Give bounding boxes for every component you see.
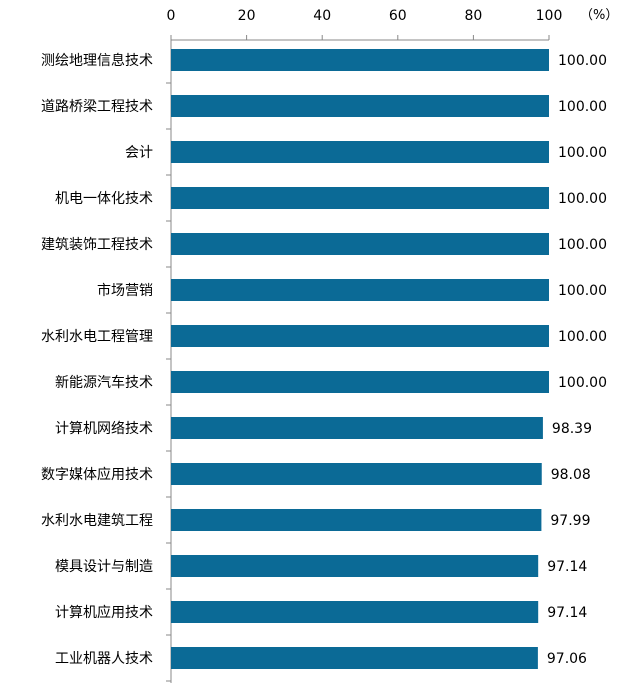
bar — [171, 95, 549, 117]
category-label: 计算机网络技术 — [55, 421, 153, 437]
x-tick-label: 40 — [313, 8, 331, 24]
bar — [171, 187, 549, 209]
category-label: 道路桥梁工程技术 — [41, 99, 153, 115]
category-label: 模具设计与制造 — [55, 559, 153, 575]
data-label: 100.00 — [558, 53, 607, 69]
x-tick-label: 100 — [536, 8, 563, 24]
bar — [171, 325, 549, 347]
data-label: 97.06 — [547, 651, 587, 667]
x-axis-unit-label: （%） — [580, 8, 618, 23]
bar — [171, 647, 538, 669]
bar — [171, 509, 542, 531]
category-label: 计算机应用技术 — [55, 604, 153, 621]
data-label: 97.14 — [547, 605, 587, 621]
category-label: 数字媒体应用技术 — [41, 466, 153, 483]
x-ticks: 0 20 40 60 80 100 — [167, 8, 563, 40]
y-ticks — [166, 82, 171, 682]
category-label: 市场营销 — [97, 282, 153, 299]
data-label: 98.08 — [551, 467, 591, 483]
data-label: 100.00 — [558, 283, 607, 299]
x-tick-label: 80 — [464, 8, 482, 24]
x-axis: 0 20 40 60 80 100 （%） — [167, 8, 618, 41]
category-label: 水利水电建筑工程 — [41, 513, 153, 529]
data-label: 100.00 — [558, 145, 607, 161]
bar — [171, 555, 539, 577]
category-label: 工业机器人技术 — [55, 651, 153, 667]
data-label: 100.00 — [558, 329, 607, 345]
data-label: 98.39 — [552, 421, 592, 437]
data-label: 100.00 — [558, 237, 607, 253]
data-label: 100.00 — [558, 191, 607, 207]
data-label: 100.00 — [558, 375, 607, 391]
bar — [171, 49, 549, 71]
bar — [171, 417, 543, 439]
category-label: 会计 — [125, 145, 153, 161]
bar — [171, 601, 539, 623]
category-label: 测绘地理信息技术 — [41, 52, 153, 69]
data-label: 97.14 — [547, 559, 587, 575]
x-tick-label: 20 — [238, 8, 256, 24]
category-label: 新能源汽车技术 — [55, 374, 153, 391]
bar — [171, 463, 542, 485]
category-label: 建筑装饰工程技术 — [41, 237, 153, 253]
bar — [171, 279, 549, 301]
category-label: 机电一体化技术 — [55, 191, 153, 207]
bar — [171, 371, 549, 393]
bar — [171, 141, 549, 163]
x-tick-label: 0 — [167, 8, 176, 24]
category-label: 水利水电工程管理 — [41, 329, 153, 345]
x-tick-label: 60 — [389, 8, 407, 24]
data-label: 100.00 — [558, 99, 607, 115]
y-axis — [166, 40, 172, 683]
data-label: 97.99 — [550, 513, 590, 529]
bars: 测绘地理信息技术 100.00 道路桥梁工程技术 100.00 会计 100.00 机电一体… — [41, 49, 607, 669]
bar — [171, 233, 549, 255]
